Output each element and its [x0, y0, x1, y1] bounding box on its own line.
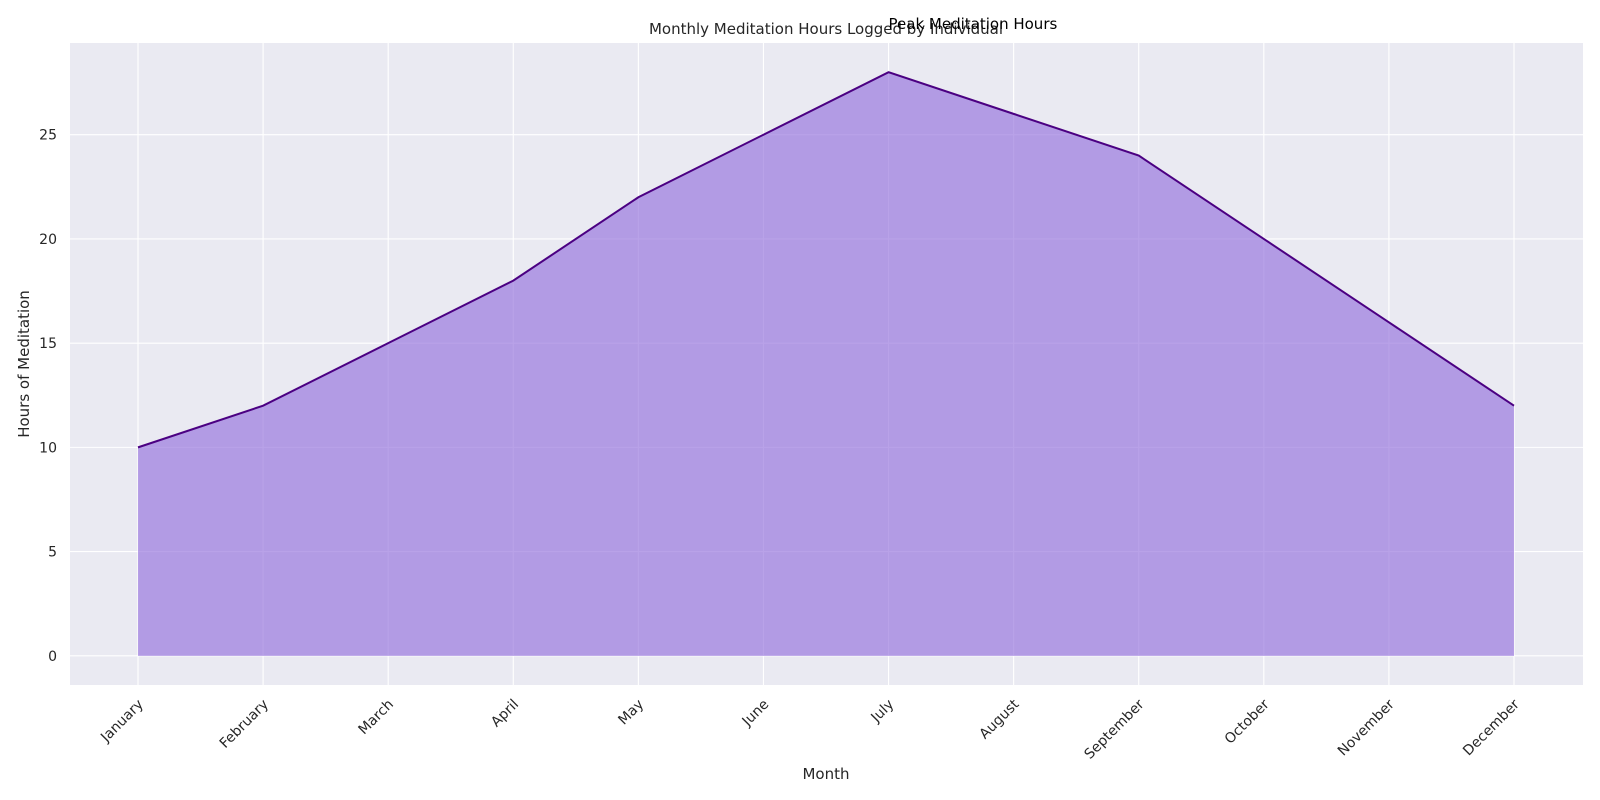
y-tick-label: 15 [39, 336, 57, 352]
x-tick-label: May [615, 697, 647, 729]
x-tick-label: June [739, 697, 773, 731]
y-tick-label: 10 [39, 440, 57, 456]
y-tick-label: 0 [48, 649, 57, 665]
area-fill [138, 72, 1514, 656]
y-tick-labels: 0 5 10 15 20 25 [39, 128, 57, 665]
x-tick-label: September [1082, 696, 1148, 762]
x-tick-label: August [977, 696, 1023, 742]
x-tick-label: December [1460, 696, 1523, 759]
x-tick-label: November [1335, 696, 1398, 759]
x-tick-label: July [868, 697, 898, 727]
y-tick-label: 5 [48, 545, 57, 561]
chart-title: Monthly Meditation Hours Logged by Indiv… [649, 20, 1003, 38]
series-line [137, 71, 1515, 449]
y-axis-label: Hours of Meditation [15, 290, 33, 438]
peak-annotation: Peak Meditation Hours [889, 15, 1058, 33]
x-tick-label: January [97, 697, 147, 747]
x-tick-labels: January February March April May June July Augu… [97, 696, 1523, 762]
x-tick-label: March [356, 697, 397, 738]
y-tick-label: 20 [39, 232, 57, 248]
x-tick-label: October [1222, 696, 1273, 747]
x-tick-label: February [217, 697, 272, 752]
x-tick-label: April [488, 697, 522, 731]
x-axis-label: Month [802, 765, 849, 783]
y-tick-label: 25 [39, 128, 57, 144]
